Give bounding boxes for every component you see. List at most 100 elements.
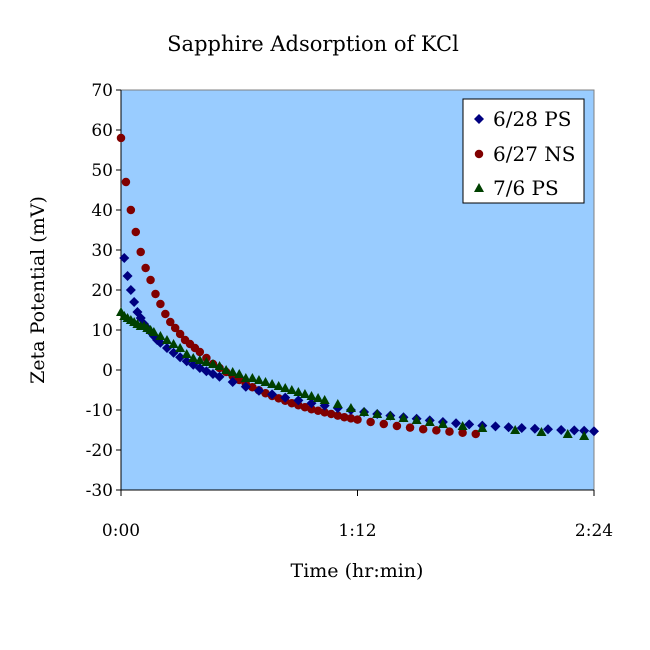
data-point <box>280 383 291 392</box>
data-point <box>556 425 567 435</box>
data-point <box>129 297 140 307</box>
data-point <box>543 424 554 435</box>
data-point <box>240 373 251 382</box>
data-point <box>510 425 521 434</box>
legend-label: 6/28 PS <box>493 107 571 131</box>
data-point <box>353 415 362 424</box>
x-tick-label: 2:24 <box>575 521 613 541</box>
y-tick-label: 30 <box>91 241 113 261</box>
data-point <box>424 417 435 426</box>
legend-item: 6/27 NS <box>474 142 575 166</box>
data-point <box>398 413 409 422</box>
data-point <box>155 337 166 348</box>
x-axis-label: Time (hr:min) <box>291 560 424 582</box>
data-point <box>116 133 126 143</box>
data-point <box>366 417 375 427</box>
data-point <box>529 423 540 434</box>
legend-label: 7/6 PS <box>493 176 559 200</box>
data-point <box>168 339 179 348</box>
data-point <box>589 426 599 437</box>
data-point <box>536 427 547 436</box>
data-point <box>405 423 415 432</box>
data-point <box>273 381 284 390</box>
data-point <box>320 408 329 417</box>
data-point <box>516 423 527 433</box>
legend-box <box>462 98 585 204</box>
data-point <box>267 379 278 388</box>
data-point <box>175 343 186 352</box>
legend-item: 6/28 PS <box>474 107 571 131</box>
legend-marker <box>474 183 484 192</box>
data-point <box>136 247 145 257</box>
data-point <box>313 393 324 402</box>
y-tick-label: -20 <box>86 441 113 461</box>
data-point <box>156 299 165 309</box>
data-point <box>333 411 343 420</box>
data-point <box>340 412 349 422</box>
data-point <box>121 177 131 187</box>
y-tick-label: 0 <box>102 361 113 381</box>
data-point <box>201 357 212 366</box>
data-point <box>345 403 356 412</box>
data-point <box>379 419 389 429</box>
x-axis: 0:00 1:12 2:24 <box>102 489 613 541</box>
data-point <box>161 335 172 344</box>
data-point <box>131 227 141 237</box>
chart-title: Sapphire Adsorption of KCl <box>167 32 459 56</box>
data-point <box>313 406 323 416</box>
data-point <box>293 387 304 396</box>
data-point <box>161 343 172 353</box>
data-point <box>300 402 310 412</box>
series-layer <box>116 133 599 440</box>
data-point <box>207 359 218 368</box>
series-triangle <box>116 307 590 440</box>
data-point <box>194 355 205 364</box>
data-point <box>267 389 278 400</box>
data-point <box>125 285 136 295</box>
data-point <box>227 367 238 376</box>
y-axis-label: Zeta Potential (mV) <box>27 196 49 384</box>
data-point <box>418 424 428 434</box>
data-point <box>445 427 454 436</box>
data-point <box>503 422 514 433</box>
data-point <box>195 347 205 357</box>
data-point <box>392 421 402 431</box>
y-tick-label: 60 <box>91 121 113 141</box>
data-point <box>569 425 580 436</box>
y-axis: 70 60 50 40 30 20 10 0 -10 -20 -30 <box>86 81 122 501</box>
data-point <box>260 377 271 386</box>
data-point <box>359 407 370 416</box>
x-tick-label: 1:12 <box>338 521 376 541</box>
data-point <box>253 375 264 384</box>
data-point <box>155 331 166 340</box>
data-point <box>227 377 238 387</box>
data-point <box>214 361 225 370</box>
data-point <box>346 414 356 423</box>
y-tick-label: 10 <box>91 321 113 341</box>
data-point <box>168 347 179 358</box>
data-point <box>188 353 199 362</box>
data-point <box>579 431 590 440</box>
data-point <box>579 425 590 436</box>
data-point <box>151 289 160 299</box>
data-point <box>141 263 150 273</box>
data-point <box>385 411 396 420</box>
y-tick-label: 70 <box>91 81 113 101</box>
data-point <box>253 385 264 396</box>
data-point <box>477 423 488 432</box>
data-point <box>372 409 383 418</box>
data-point <box>437 419 448 428</box>
data-point <box>490 421 501 432</box>
data-point <box>181 349 192 358</box>
data-point <box>451 418 462 429</box>
legend: 6/28 PS 6/27 NS 7/6 PS <box>462 98 585 204</box>
data-point <box>319 395 330 404</box>
data-point <box>457 421 468 430</box>
data-point <box>247 373 258 382</box>
data-point <box>562 429 573 438</box>
data-point <box>181 356 192 367</box>
y-tick-label: 40 <box>91 201 113 221</box>
data-point <box>458 428 467 438</box>
data-point <box>221 365 232 374</box>
